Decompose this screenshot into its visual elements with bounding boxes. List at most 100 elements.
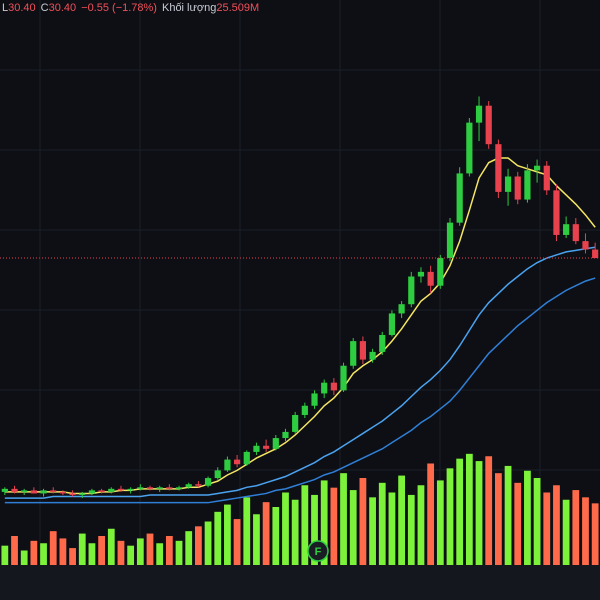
candle-body (195, 484, 202, 486)
volume-bar (175, 540, 183, 565)
event-icon-label: F (315, 546, 322, 558)
candle-body (30, 490, 37, 494)
volume-bar (524, 470, 531, 565)
volume-bar (20, 550, 28, 565)
candle-body (253, 445, 260, 452)
moving-average-line (4, 246, 596, 499)
candle-body (175, 487, 183, 489)
volume-bar (98, 536, 105, 565)
volume-bar (582, 497, 589, 565)
volume-bar (533, 478, 541, 565)
candle-body (108, 488, 115, 492)
volume-bar (485, 456, 493, 565)
volume-bar (282, 492, 289, 565)
candle-body (543, 165, 550, 191)
candle-body (263, 445, 270, 449)
volume-bar (40, 543, 47, 565)
volume-bar (562, 499, 570, 565)
candle-layer (0, 96, 600, 499)
candle-body (398, 304, 405, 314)
candle-body (330, 382, 337, 391)
volume-bar (398, 475, 405, 565)
candle-body (379, 334, 386, 352)
candle-body (224, 459, 231, 471)
volume-bar (127, 545, 135, 565)
bottom-bar (0, 565, 600, 600)
volume-bar (504, 465, 512, 565)
volume-bar (359, 478, 367, 565)
candle-body (98, 490, 105, 492)
grid (0, 0, 600, 565)
candle-body (592, 249, 599, 259)
candle-body (446, 222, 454, 259)
candle-body (417, 271, 425, 277)
volume-bar (253, 514, 260, 565)
volume-bar (107, 528, 115, 565)
candle-body (563, 224, 570, 235)
volume-bar (233, 519, 241, 565)
volume-bar (291, 499, 299, 565)
candle-body (311, 393, 318, 406)
candle-body (204, 478, 212, 486)
candle-body (166, 487, 173, 489)
candle-body (21, 490, 28, 492)
volume-bar (59, 538, 67, 565)
volume-bar (465, 453, 473, 565)
candle-body (243, 451, 250, 465)
event-icon[interactable] (307, 540, 329, 562)
volume-bar (514, 482, 522, 565)
volume-bar (543, 492, 551, 565)
volume-bar (572, 490, 580, 565)
volume-bar (1, 545, 9, 565)
volume-bar (475, 461, 483, 565)
volume-value: 25.509M (216, 2, 260, 14)
volume-bar (136, 538, 144, 565)
candle-body (146, 487, 154, 489)
volume-bar (495, 473, 502, 565)
candle-body (582, 241, 589, 250)
candle-body (466, 122, 473, 174)
candle-body (292, 414, 299, 432)
volume-bar (214, 511, 222, 565)
volume-bar (11, 536, 18, 565)
candle-body (475, 105, 483, 123)
volume-label: Khối lượng (161, 2, 217, 14)
candle-body (282, 431, 289, 439)
candle-body (388, 313, 396, 335)
legend-header: L30.40 C30.40 −0.55 (−1.78%) Khối lượng25.5… (2, 2, 264, 14)
volume-bar (407, 494, 415, 565)
volume-bar (165, 536, 173, 565)
candle-body (572, 224, 579, 242)
candle-body (495, 144, 502, 192)
candle-body (514, 176, 521, 200)
candle-body (50, 490, 57, 492)
candle-body (524, 170, 531, 200)
volume-bar (262, 502, 270, 565)
candle-body (79, 493, 86, 495)
candle-body (88, 490, 96, 494)
volume-layer (1, 453, 599, 565)
volume-bar (456, 458, 464, 565)
volume-bar (88, 543, 96, 565)
volume-bar (156, 543, 164, 565)
volume-bar (272, 507, 280, 565)
volume-bar (224, 504, 231, 565)
volume-bar (378, 482, 386, 565)
volume-bar (49, 531, 57, 565)
volume-bar (195, 526, 202, 565)
volume-bar (78, 533, 86, 565)
candle-body (214, 470, 221, 479)
volume-bar (69, 548, 76, 565)
candle-body (272, 438, 279, 449)
volume-bar (320, 480, 328, 565)
volume-bar (446, 468, 454, 565)
volume-bar (591, 503, 599, 565)
candle-body (11, 488, 18, 492)
candle-body (185, 484, 192, 488)
close-label: C (40, 2, 49, 14)
low-value: 30.40 (8, 2, 36, 14)
volume-bar (553, 485, 560, 565)
candle-body (301, 405, 308, 415)
volume-bar (340, 473, 347, 565)
